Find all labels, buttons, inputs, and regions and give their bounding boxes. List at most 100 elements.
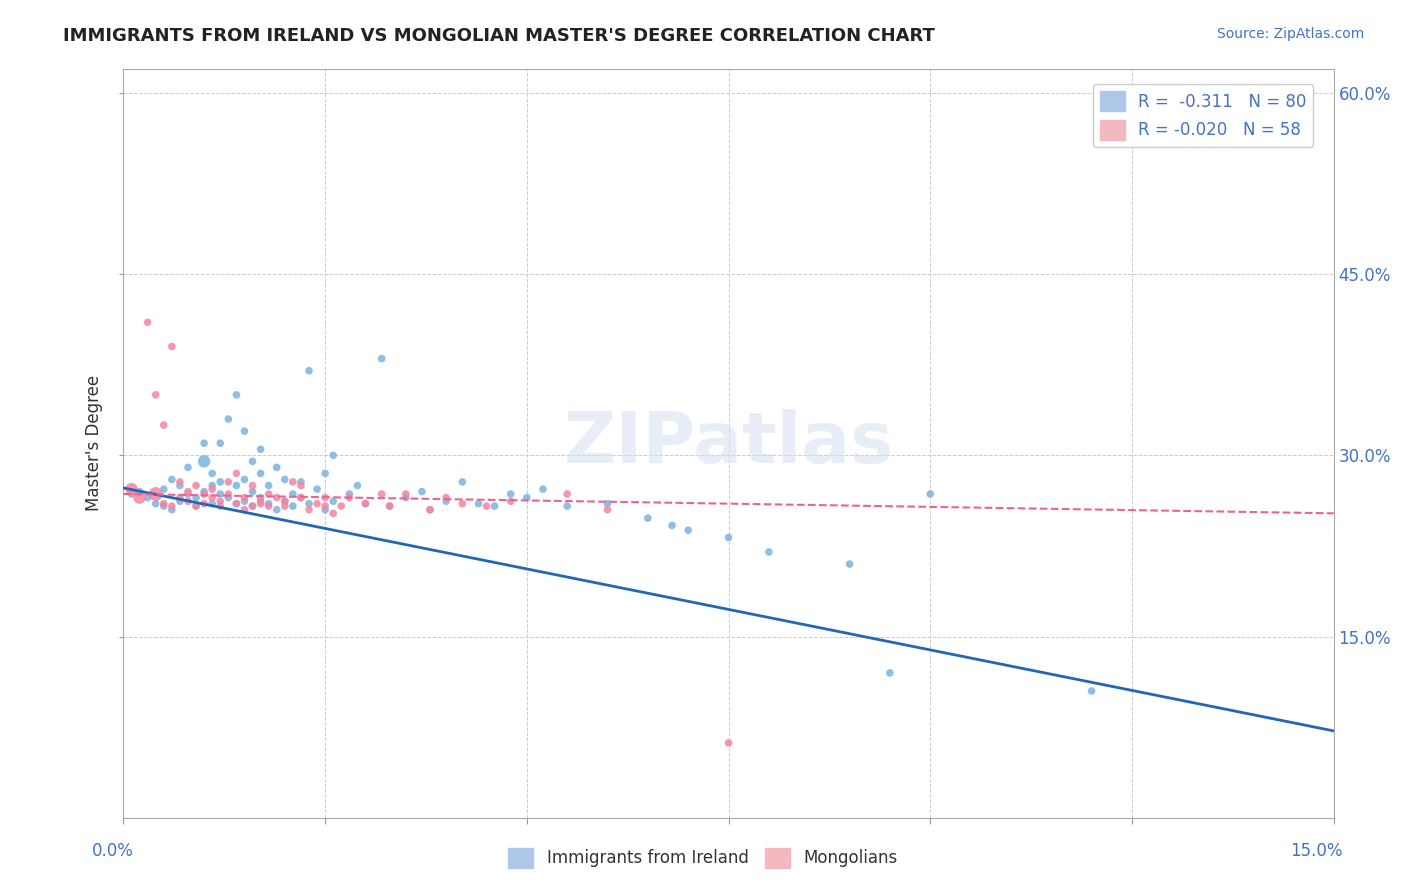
Point (555, 487, 578, 501)
Point (225, 388, 247, 402)
Point (337, 491, 360, 505)
Point (274, 473, 297, 487)
Point (330, 499, 353, 513)
Point (193, 436, 215, 450)
Point (281, 499, 304, 513)
Point (145, 497, 167, 511)
Point (290, 491, 312, 505)
Point (354, 497, 377, 511)
Point (451, 475, 474, 489)
Point (298, 502, 321, 516)
Point (128, 491, 150, 505)
Point (249, 442, 271, 457)
Point (121, 482, 143, 496)
Point (152, 482, 174, 496)
Point (121, 487, 143, 501)
Point (136, 491, 159, 505)
Point (298, 364, 321, 378)
Point (266, 460, 288, 475)
Point (290, 478, 312, 492)
Point (370, 487, 392, 501)
Point (169, 475, 191, 489)
Legend: R =  -0.311   N = 80, R = -0.020   N = 58: R = -0.311 N = 80, R = -0.020 N = 58 (1092, 85, 1313, 146)
Point (378, 499, 401, 513)
Point (242, 478, 264, 492)
Point (193, 484, 215, 499)
Text: 0.0%: 0.0% (91, 842, 134, 860)
Point (209, 494, 232, 508)
Point (242, 484, 264, 499)
Point (717, 531, 740, 545)
Point (145, 487, 167, 501)
Point (233, 473, 256, 487)
Text: Source: ZipAtlas.com: Source: ZipAtlas.com (1216, 27, 1364, 41)
Text: 15.0%: 15.0% (1291, 842, 1343, 860)
Point (193, 487, 215, 501)
Point (128, 484, 150, 499)
Point (281, 487, 304, 501)
Point (290, 491, 312, 505)
Point (337, 487, 360, 501)
Point (346, 478, 368, 492)
Point (249, 497, 271, 511)
Point (177, 484, 200, 499)
Point (217, 491, 239, 505)
Point (322, 448, 344, 462)
Point (920, 487, 942, 501)
Point (169, 491, 191, 505)
Point (307, 482, 329, 496)
Point (314, 491, 336, 505)
Point (136, 315, 159, 329)
Point (596, 497, 619, 511)
Point (314, 499, 336, 513)
Point (307, 497, 329, 511)
Point (177, 460, 200, 475)
Point (838, 557, 860, 571)
Point (152, 499, 174, 513)
Point (145, 388, 167, 402)
Point (233, 502, 256, 516)
Point (419, 502, 441, 516)
Point (395, 487, 418, 501)
Point (225, 497, 247, 511)
Point (475, 499, 498, 513)
Point (637, 511, 659, 525)
Point (274, 494, 297, 508)
Point (209, 436, 232, 450)
Point (314, 502, 336, 516)
Point (225, 467, 247, 481)
Point (322, 506, 344, 520)
Point (152, 418, 174, 433)
Point (467, 497, 489, 511)
Point (217, 412, 239, 426)
Point (242, 454, 264, 468)
Point (555, 499, 578, 513)
Point (225, 478, 247, 492)
Point (661, 518, 683, 533)
Point (1080, 684, 1102, 698)
Point (233, 491, 256, 505)
Point (257, 478, 280, 492)
Point (160, 473, 183, 487)
Point (322, 494, 344, 508)
Point (257, 487, 280, 501)
Point (484, 499, 506, 513)
Point (201, 491, 224, 505)
Text: IMMIGRANTS FROM IRELAND VS MONGOLIAN MASTER'S DEGREE CORRELATION CHART: IMMIGRANTS FROM IRELAND VS MONGOLIAN MAS… (63, 27, 935, 45)
Point (184, 478, 207, 492)
Point (209, 487, 232, 501)
Point (378, 499, 401, 513)
Point (225, 497, 247, 511)
Point (676, 523, 699, 537)
Point (314, 467, 336, 481)
Point (177, 494, 200, 508)
Point (201, 467, 224, 481)
Point (531, 482, 554, 496)
Point (395, 491, 418, 505)
Point (717, 736, 740, 750)
Point (274, 499, 297, 513)
Point (233, 494, 256, 508)
Point (177, 487, 200, 501)
Point (184, 491, 207, 505)
Point (209, 475, 232, 489)
